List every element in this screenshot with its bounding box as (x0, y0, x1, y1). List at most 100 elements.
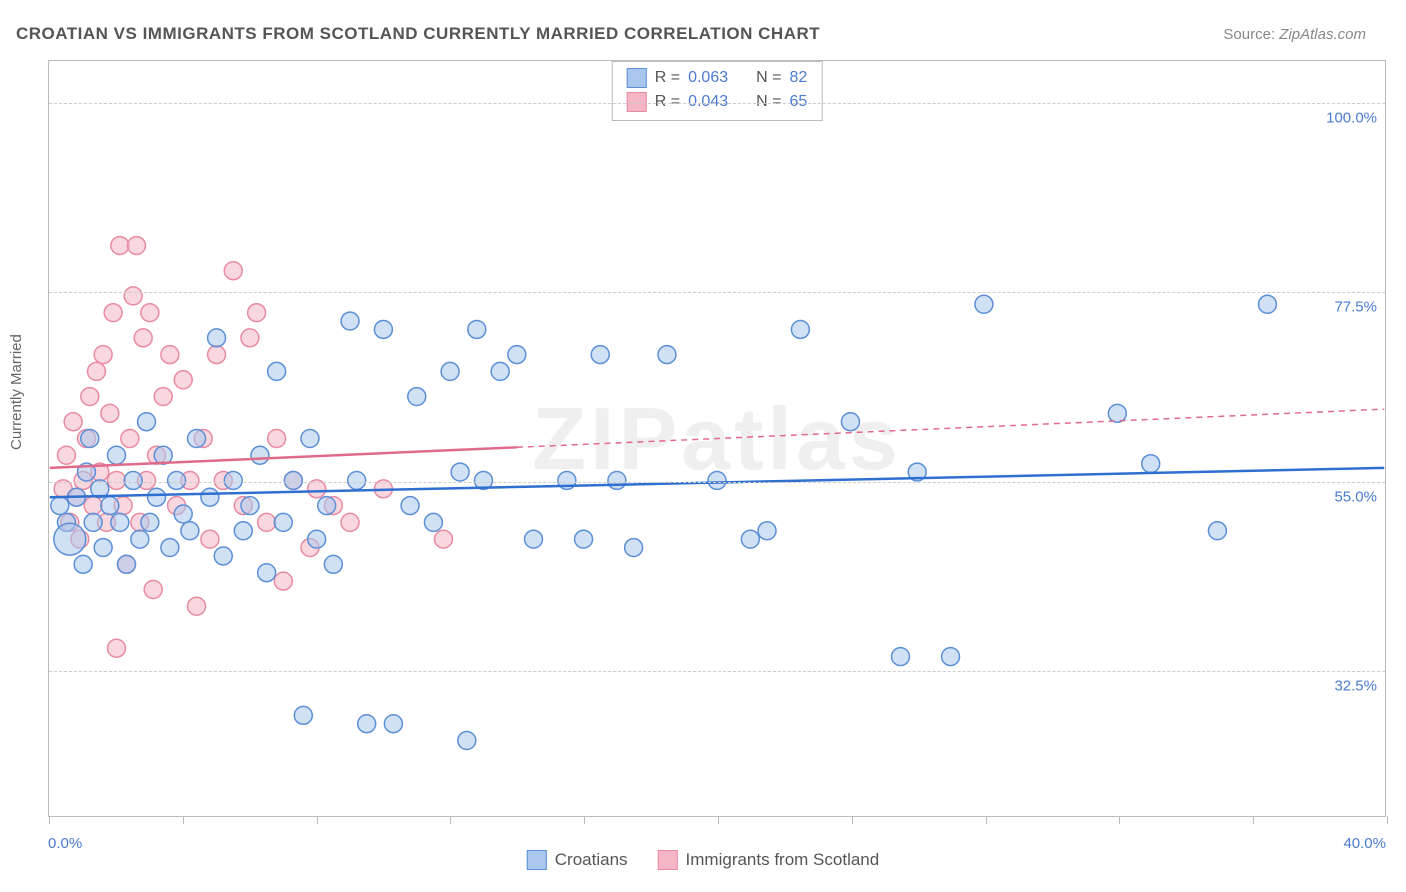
data-point (491, 362, 509, 380)
x-tick (183, 816, 184, 824)
gridline-h (49, 292, 1385, 293)
data-point (128, 237, 146, 255)
legend-item: Croatians (527, 850, 628, 870)
data-point (181, 522, 199, 540)
data-point (274, 572, 292, 590)
y-tick-label: 55.0% (1334, 488, 1377, 505)
data-point (424, 513, 442, 531)
data-point (174, 371, 192, 389)
x-tick (852, 816, 853, 824)
data-point (224, 471, 242, 489)
source-credit: Source: ZipAtlas.com (1223, 26, 1366, 43)
x-tick (1119, 816, 1120, 824)
data-point (168, 471, 186, 489)
data-point (608, 471, 626, 489)
data-point (791, 320, 809, 338)
data-point (144, 581, 162, 599)
data-point (124, 471, 142, 489)
data-point (174, 505, 192, 523)
data-point (841, 413, 859, 431)
data-point (384, 715, 402, 733)
data-point (54, 523, 86, 555)
data-point (121, 430, 139, 448)
data-point (101, 404, 119, 422)
data-point (108, 639, 126, 657)
data-point (892, 648, 910, 666)
x-tick (49, 816, 50, 824)
data-point (318, 497, 336, 515)
data-point (134, 329, 152, 347)
data-point (148, 488, 166, 506)
data-point (87, 362, 105, 380)
data-point (401, 497, 419, 515)
y-axis-label: Currently Married (8, 334, 25, 450)
source-name: ZipAtlas.com (1279, 26, 1366, 43)
data-point (341, 312, 359, 330)
data-point (241, 329, 259, 347)
source-prefix: Source: (1223, 26, 1279, 43)
data-point (161, 539, 179, 557)
data-point (1108, 404, 1126, 422)
chart-title: CROATIAN VS IMMIGRANTS FROM SCOTLAND CUR… (16, 24, 820, 44)
data-point (658, 346, 676, 364)
data-point (81, 388, 99, 406)
x-tick (450, 816, 451, 824)
series-legend: Croatians Immigrants from Scotland (527, 850, 879, 870)
y-tick-label: 32.5% (1334, 677, 1377, 694)
data-point (84, 513, 102, 531)
data-point (64, 413, 82, 431)
data-point (118, 555, 136, 573)
data-point (258, 513, 276, 531)
data-point (942, 648, 960, 666)
data-point (1142, 455, 1160, 473)
data-point (525, 530, 543, 548)
data-point (111, 513, 129, 531)
data-point (94, 346, 112, 364)
x-tick (584, 816, 585, 824)
data-point (188, 430, 206, 448)
data-point (141, 304, 159, 322)
data-point (201, 530, 219, 548)
x-tick (317, 816, 318, 824)
data-point (51, 497, 69, 515)
legend-label: Croatians (555, 850, 628, 870)
data-point (208, 346, 226, 364)
data-point (975, 295, 993, 313)
x-tick (986, 816, 987, 824)
data-point (434, 530, 452, 548)
data-point (241, 497, 259, 515)
data-point (74, 555, 92, 573)
legend-item: Immigrants from Scotland (658, 850, 880, 870)
data-point (374, 320, 392, 338)
legend-swatch (527, 850, 547, 870)
data-point (104, 304, 122, 322)
gridline-h (49, 103, 1385, 104)
data-point (101, 497, 119, 515)
data-point (224, 262, 242, 280)
data-point (591, 346, 609, 364)
data-point (294, 706, 312, 724)
data-point (138, 413, 156, 431)
data-point (268, 362, 286, 380)
data-point (234, 522, 252, 540)
data-point (575, 530, 593, 548)
x-tick (718, 816, 719, 824)
data-point (308, 530, 326, 548)
data-point (57, 446, 75, 464)
data-point (1258, 295, 1276, 313)
data-point (84, 497, 102, 515)
data-point (451, 463, 469, 481)
data-point (468, 320, 486, 338)
data-point (508, 346, 526, 364)
data-point (284, 471, 302, 489)
trend-line-extrap (517, 409, 1384, 447)
x-tick (1387, 816, 1388, 824)
data-point (108, 471, 126, 489)
legend-label: Immigrants from Scotland (686, 850, 880, 870)
data-point (324, 555, 342, 573)
data-point (274, 513, 292, 531)
chart-container: CROATIAN VS IMMIGRANTS FROM SCOTLAND CUR… (0, 0, 1406, 892)
data-point (258, 564, 276, 582)
data-point (108, 446, 126, 464)
data-point (124, 287, 142, 305)
